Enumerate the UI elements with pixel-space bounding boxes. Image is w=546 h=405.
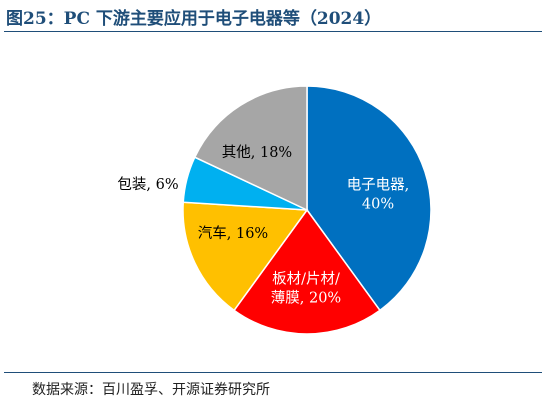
slice-label-5: 其他, 18%: [222, 144, 292, 161]
pie-slice-2: [233, 208, 381, 335]
source-note: 数据来源：百川盈孚、开源证券研究所: [32, 382, 270, 398]
slice-label-3: 汽车, 16%: [198, 225, 268, 242]
slice-label-line: 40%: [362, 197, 394, 213]
slice-label-line: 薄膜, 20%: [271, 290, 341, 307]
pie-slice-3: [182, 201, 309, 312]
slice-label-line: 电子电器,: [347, 177, 410, 194]
pie-slice-5: [193, 85, 308, 212]
title-divider: [4, 31, 542, 32]
slice-label-line: 汽车, 16%: [198, 225, 268, 242]
slice-label-2: 板材/片材/薄膜, 20%: [271, 270, 341, 307]
slice-label-line: 其他, 18%: [222, 144, 292, 161]
slice-label-line: 包装, 6%: [117, 176, 178, 193]
slice-label-line: 板材/片材/: [272, 270, 340, 288]
footer-divider: [4, 372, 542, 373]
slice-label-4: 包装, 6%: [117, 176, 178, 193]
slice-label-1: 电子电器, 40%: [347, 177, 410, 213]
chart-title: 图25：PC 下游主要应用于电子电器等（2024）: [6, 9, 382, 29]
pie-slice-1: [306, 85, 432, 312]
